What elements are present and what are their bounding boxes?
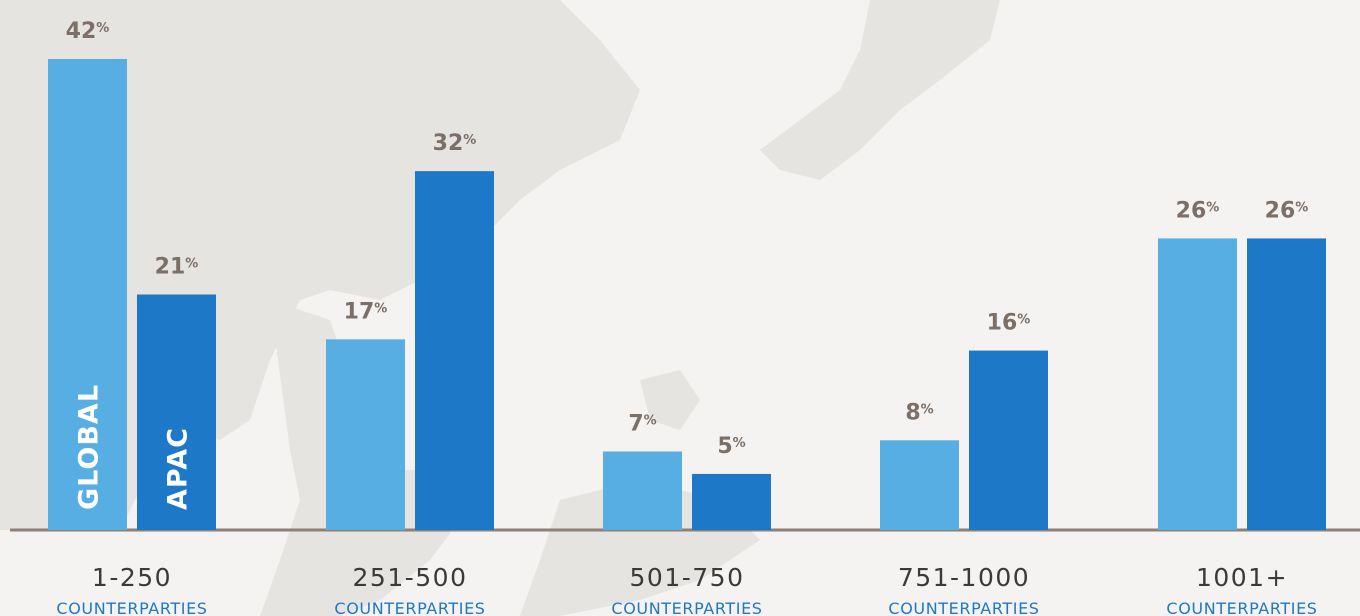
bar-apac-4 [969, 350, 1048, 530]
value-label-apac-5: 26% [1265, 198, 1309, 223]
value-label-apac-1: 21% [155, 255, 199, 280]
bar-global-4 [880, 440, 959, 530]
value-label-global-3: 7% [628, 412, 656, 437]
value-label-apac-4: 16% [987, 311, 1031, 336]
category-sublabel-2: COUNTERPARTIES [334, 599, 485, 616]
series-label-apac: APAC [163, 427, 194, 510]
bar-global-1 [48, 59, 127, 530]
bar-global-3 [603, 451, 682, 530]
map-land-peninsula [260, 300, 460, 616]
category-sublabel-4: COUNTERPARTIES [888, 599, 1039, 616]
value-label-global-5: 26% [1176, 198, 1220, 223]
value-label-global-2: 17% [344, 299, 388, 324]
category-labels: 1-250 COUNTERPARTIES 251-500 COUNTERPARTIES… [56, 563, 1317, 616]
bar-apac-5 [1247, 238, 1326, 530]
category-sublabel-3: COUNTERPARTIES [611, 599, 762, 616]
series-label-global: GLOBAL [74, 384, 105, 510]
value-label-apac-2: 32% [433, 131, 477, 156]
map-land-island-small [640, 370, 700, 430]
map-land-island-east [760, 0, 1000, 180]
bar-apac-2 [415, 171, 494, 530]
value-label-global-1: 42% [66, 19, 110, 44]
series-labels: GLOBAL APAC [74, 384, 194, 510]
category-sublabel-1: COUNTERPARTIES [56, 599, 207, 616]
bar-apac-3 [692, 473, 771, 530]
value-labels: 42% 21% 17% 32% 7% 5% 8% 16% 26% 26% [66, 19, 1309, 459]
category-label-2: 251-500 [353, 563, 468, 592]
value-label-apac-3: 5% [717, 434, 745, 459]
category-label-5: 1001+ [1196, 563, 1288, 592]
bar-global-5 [1158, 238, 1237, 530]
bar-apac-1 [137, 294, 216, 530]
value-label-global-4: 8% [905, 400, 933, 425]
category-label-1: 1-250 [92, 563, 172, 592]
category-sublabel-5: COUNTERPARTIES [1166, 599, 1317, 616]
bars [48, 59, 1326, 530]
category-label-3: 501-750 [630, 563, 745, 592]
bar-global-2 [326, 339, 405, 530]
category-label-4: 751-1000 [898, 563, 1030, 592]
